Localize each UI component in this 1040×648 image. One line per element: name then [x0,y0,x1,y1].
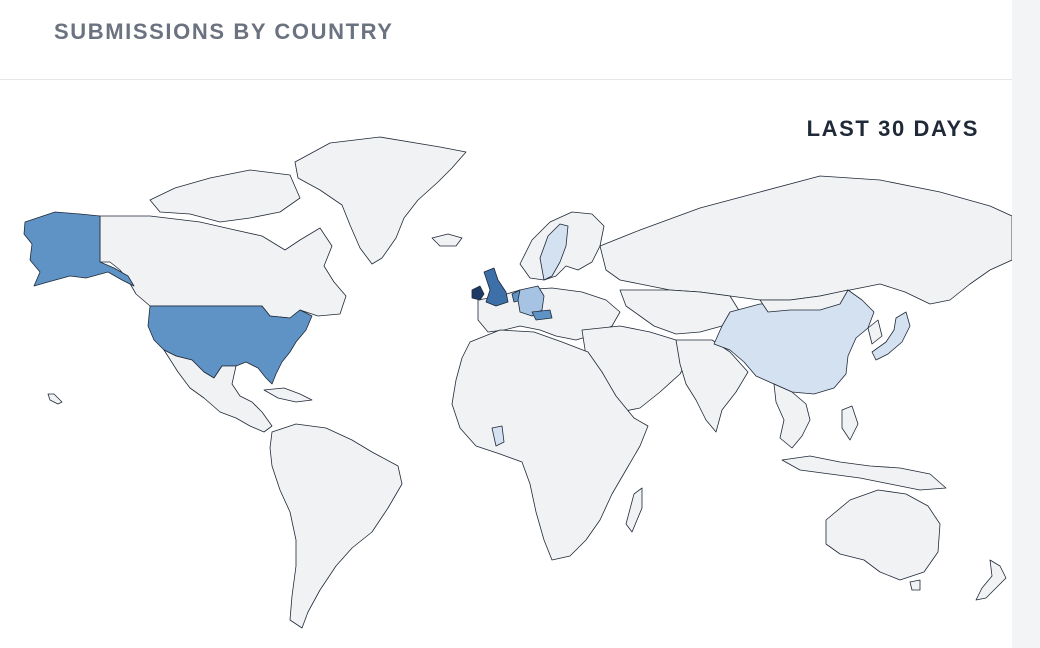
submissions-card: SUBMISSIONS BY COUNTRY LAST 30 DAYS [0,0,1012,648]
region-austria[interactable] [531,309,553,321]
region-india[interactable] [675,339,749,433]
card-header: SUBMISSIONS BY COUNTRY [0,0,1012,80]
region-southeast-asia[interactable] [773,383,811,449]
region-ireland[interactable] [471,285,485,301]
region-japan[interactable] [871,311,911,361]
region-russia[interactable] [599,175,1012,305]
region-canada[interactable] [99,215,347,319]
region-new-zealand[interactable] [975,559,1007,601]
region-indonesia[interactable] [781,455,947,491]
region-ghana[interactable] [491,425,505,447]
card-title: SUBMISSIONS BY COUNTRY [54,18,394,44]
region-hawaii[interactable] [47,393,63,405]
region-mongolia[interactable] [759,289,849,313]
region-australia[interactable] [825,489,941,581]
region-greenland[interactable] [294,136,467,265]
period-label[interactable]: LAST 30 DAYS [806,116,979,141]
world-map-svg [23,136,1012,629]
region-madagascar[interactable] [625,487,643,533]
region-caribbean[interactable] [263,387,313,403]
region-united-kingdom[interactable] [483,267,509,307]
region-alaska[interactable] [23,211,135,287]
world-map[interactable] [0,80,1012,648]
region-korea[interactable] [867,319,883,345]
region-arctic-islands[interactable] [149,169,301,223]
scrollbar[interactable] [1012,0,1040,648]
region-philippines[interactable] [841,405,859,441]
region-mexico[interactable] [163,349,273,433]
region-central-asia[interactable] [619,289,741,335]
region-south-america[interactable] [269,423,403,629]
region-tasmania[interactable] [909,579,921,591]
region-sweden[interactable] [539,223,569,281]
region-africa[interactable] [451,329,649,561]
region-iceland[interactable] [431,233,463,247]
